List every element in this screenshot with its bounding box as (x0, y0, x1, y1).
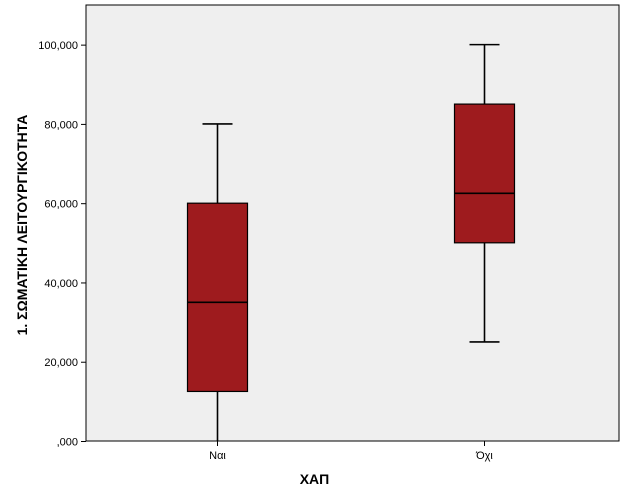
x-axis-ticks: Ναι Όχι (209, 441, 493, 462)
y-tick-label: 20,000 (44, 357, 78, 369)
iqr-box (453, 103, 516, 244)
y-axis-ticks: ,000 20,000 40,000 60,000 80,000 100,000 (38, 40, 86, 449)
x-tick-label: Ναι (209, 450, 226, 462)
box-1 (186, 123, 249, 441)
y-axis-title: 1. ΣΩΜΑΤΙΚΗ ΛΕΙΤΟΥΡΓΙΚΟΤΗΤΑ (14, 115, 30, 336)
iqr-box (186, 202, 249, 393)
y-tick-label: ,000 (57, 437, 78, 449)
x-tick-label: Όχι (475, 450, 493, 462)
y-tick-label: 100,000 (38, 40, 78, 52)
plot-area (85, 4, 620, 442)
x-axis-title: ΧΑΠ (300, 471, 330, 487)
boxes-layer (186, 43, 516, 441)
y-tick-label: 80,000 (44, 119, 78, 131)
y-tick-label: 40,000 (44, 278, 78, 290)
box-2 (453, 43, 516, 343)
y-tick-label: 60,000 (44, 199, 78, 211)
